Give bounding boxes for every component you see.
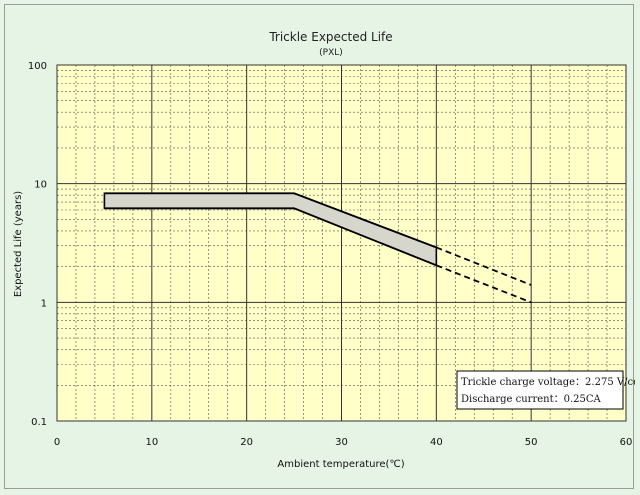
series-line-lower [104, 207, 437, 267]
x-tick-labels: 0 10 20 30 40 50 60 [54, 437, 633, 448]
y-tick-labels: 0.1 1 10 100 [28, 61, 47, 428]
x-tick-label: 10 [145, 437, 158, 448]
series-line-upper [104, 192, 437, 249]
y-tick-label: 10 [34, 180, 47, 191]
chart-subtitle: (PXL) [319, 48, 343, 58]
x-tick-label: 20 [240, 437, 253, 448]
y-axis-label: Expected Life (years) [13, 191, 24, 297]
x-tick-label: 0 [54, 437, 60, 448]
chart-frame: Trickle Expected Life (PXL) 0 10 20 30 40 50 6… [4, 4, 635, 489]
x-tick-label: 40 [430, 437, 443, 448]
y-tick-label: 1 [41, 298, 47, 309]
annotation-voltage: Trickle charge voltage：2.275 V/cell [461, 377, 635, 388]
x-tick-label: 30 [335, 437, 348, 448]
plot-border [56, 64, 627, 422]
chart-title: Trickle Expected Life [268, 30, 392, 44]
series-line-upper-extrapolated [436, 246, 532, 286]
y-tick-label: 0.1 [31, 417, 47, 428]
annotation-box: Trickle charge voltage：2.275 V/cell Disc… [456, 370, 635, 410]
series-lines [104, 192, 532, 304]
annotation-frame [456, 370, 624, 410]
chart: Trickle Expected Life (PXL) 0 10 20 30 40 50 6… [13, 30, 635, 470]
annotation-current: Discharge current：0.25CA [461, 394, 602, 405]
x-tick-label: 60 [620, 437, 633, 448]
y-tick-label: 100 [28, 61, 47, 72]
x-axis-label: Ambient temperature(℃) [277, 459, 404, 470]
x-tick-label: 50 [525, 437, 538, 448]
series-line-lower-extrapolated [436, 264, 532, 304]
